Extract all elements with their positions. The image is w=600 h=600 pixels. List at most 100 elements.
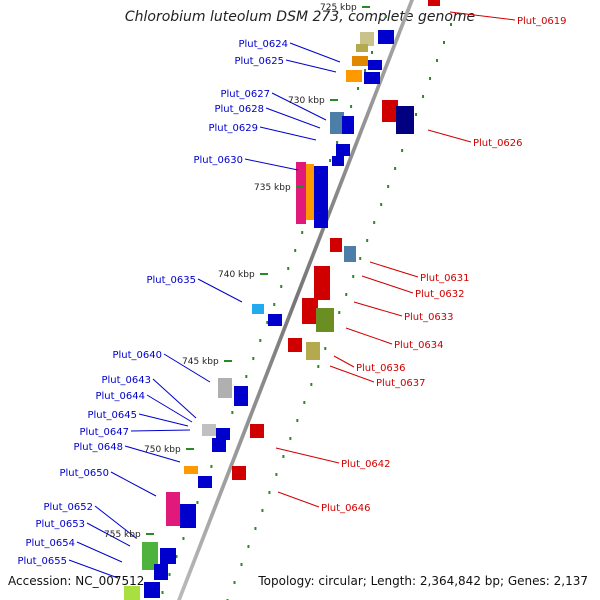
leader-line [333,355,355,368]
gene-label-plut_0650[interactable]: Plut_0650 [59,468,109,479]
gene-feature [314,166,328,228]
leader-line [275,447,340,464]
gene-label-plut_0626[interactable]: Plut_0626 [473,138,523,149]
gene-feature [306,164,314,220]
tick-dot [268,491,271,494]
gene-label-plut_0629[interactable]: Plut_0629 [208,123,258,134]
leader-line [152,378,197,419]
leader-line [427,129,472,143]
tick-dot [252,357,255,360]
gene-label-plut_0636[interactable]: Plut_0636 [356,363,406,374]
gene-label-plut_0628[interactable]: Plut_0628 [214,104,264,115]
gene-label-plut_0655[interactable]: Plut_0655 [17,556,67,567]
tick-dot [422,95,425,98]
leader-line [94,505,137,539]
gene-feature [198,476,212,488]
tick-label: 740 kbp [218,270,255,280]
tick-dot [350,105,353,108]
gene-feature [212,438,226,452]
gene-feature [124,586,140,600]
tick-dot [175,555,178,558]
tick-dot [168,573,171,576]
gene-features [124,0,440,600]
gene-label-plut_0648[interactable]: Plut_0648 [73,442,123,453]
gene-feature [342,116,354,134]
tick-mark [186,448,194,450]
gene-label-plut_0645[interactable]: Plut_0645 [87,410,137,421]
gene-feature [378,30,394,44]
leader-line [361,275,414,294]
tick-label: 745 kbp [182,357,219,367]
leader-line [449,11,516,21]
gene-feature [252,304,264,314]
gene-label-plut_0642[interactable]: Plut_0642 [341,459,391,470]
leader-line [285,59,337,73]
tick-dot [196,501,199,504]
gene-feature [250,424,264,438]
gene-label-plut_0643[interactable]: Plut_0643 [101,375,151,386]
tick-dot [231,411,234,414]
gene-label-plut_0630[interactable]: Plut_0630 [193,155,243,166]
tick-label: 750 kbp [144,445,181,455]
gene-feature [336,144,350,156]
gene-labels[interactable]: Plut_0624 Plut_0625 Plut_0627 Plut_0628 Plut… [17,16,566,567]
tick-dot [296,419,299,422]
genome-backbone [177,0,414,600]
gene-feature [306,342,320,360]
tick-dot [436,59,439,62]
tick-label: 730 kbp [288,96,325,106]
tick-dot [336,141,339,144]
gene-label-plut_0634[interactable]: Plut_0634 [394,340,444,351]
gene-feature [316,308,334,332]
gene-label-plut_0624[interactable]: Plut_0624 [238,39,288,50]
gene-label-plut_0619[interactable]: Plut_0619 [517,16,567,27]
gene-feature [332,156,344,166]
tick-dot [233,581,236,584]
gene-feature [154,564,168,580]
gene-label-plut_0652[interactable]: Plut_0652 [43,502,93,513]
gene-label-plut_0625[interactable]: Plut_0625 [234,56,284,67]
leader-line [68,559,119,579]
gene-feature [288,338,302,352]
leader-line [110,471,157,497]
gene-label-plut_0646[interactable]: Plut_0646 [321,503,371,514]
gene-feature [330,238,342,252]
tick-dot [357,87,360,90]
gene-label-plut_0633[interactable]: Plut_0633 [404,312,454,323]
tick-dot [266,321,269,324]
gene-label-plut_0637[interactable]: Plut_0637 [376,378,426,389]
gene-feature [166,492,180,526]
leader-line [124,445,181,463]
tick-dot [254,527,257,530]
gene-feature [346,70,362,82]
tick-dot [259,339,262,342]
tick-dot [310,383,313,386]
leader-line [244,158,299,171]
gene-feature [356,44,368,52]
tick-dot [301,231,304,234]
gene-label-plut_0627[interactable]: Plut_0627 [220,89,270,100]
leader-line [369,261,419,278]
tick-dot [338,311,341,314]
gene-label-plut_0640[interactable]: Plut_0640 [112,350,162,361]
gene-label-plut_0632[interactable]: Plut_0632 [415,289,465,300]
gene-label-plut_0654[interactable]: Plut_0654 [25,538,75,549]
gene-label-plut_0647[interactable]: Plut_0647 [79,427,129,438]
genome-title: Chlorobium luteolum DSM 273, complete ge… [124,9,476,25]
gene-label-plut_0644[interactable]: Plut_0644 [95,391,145,402]
tick-dot [373,221,376,224]
tick-dot [317,365,320,368]
gene-label-plut_0653[interactable]: Plut_0653 [35,519,85,530]
leader-line [86,522,131,547]
tick-dot [394,167,397,170]
leader-line [289,42,341,63]
gene-label-plut_0631[interactable]: Plut_0631 [420,273,470,284]
tick-dot [240,563,243,566]
tick-dot [294,249,297,252]
topology-label: Topology: circular; Length: 2,364,842 bp… [258,574,588,588]
gene-label-plut_0635[interactable]: Plut_0635 [146,275,196,286]
tick-mark [260,273,268,275]
tick-dot [261,509,264,512]
gene-feature [180,504,196,528]
gene-feature [302,298,318,324]
